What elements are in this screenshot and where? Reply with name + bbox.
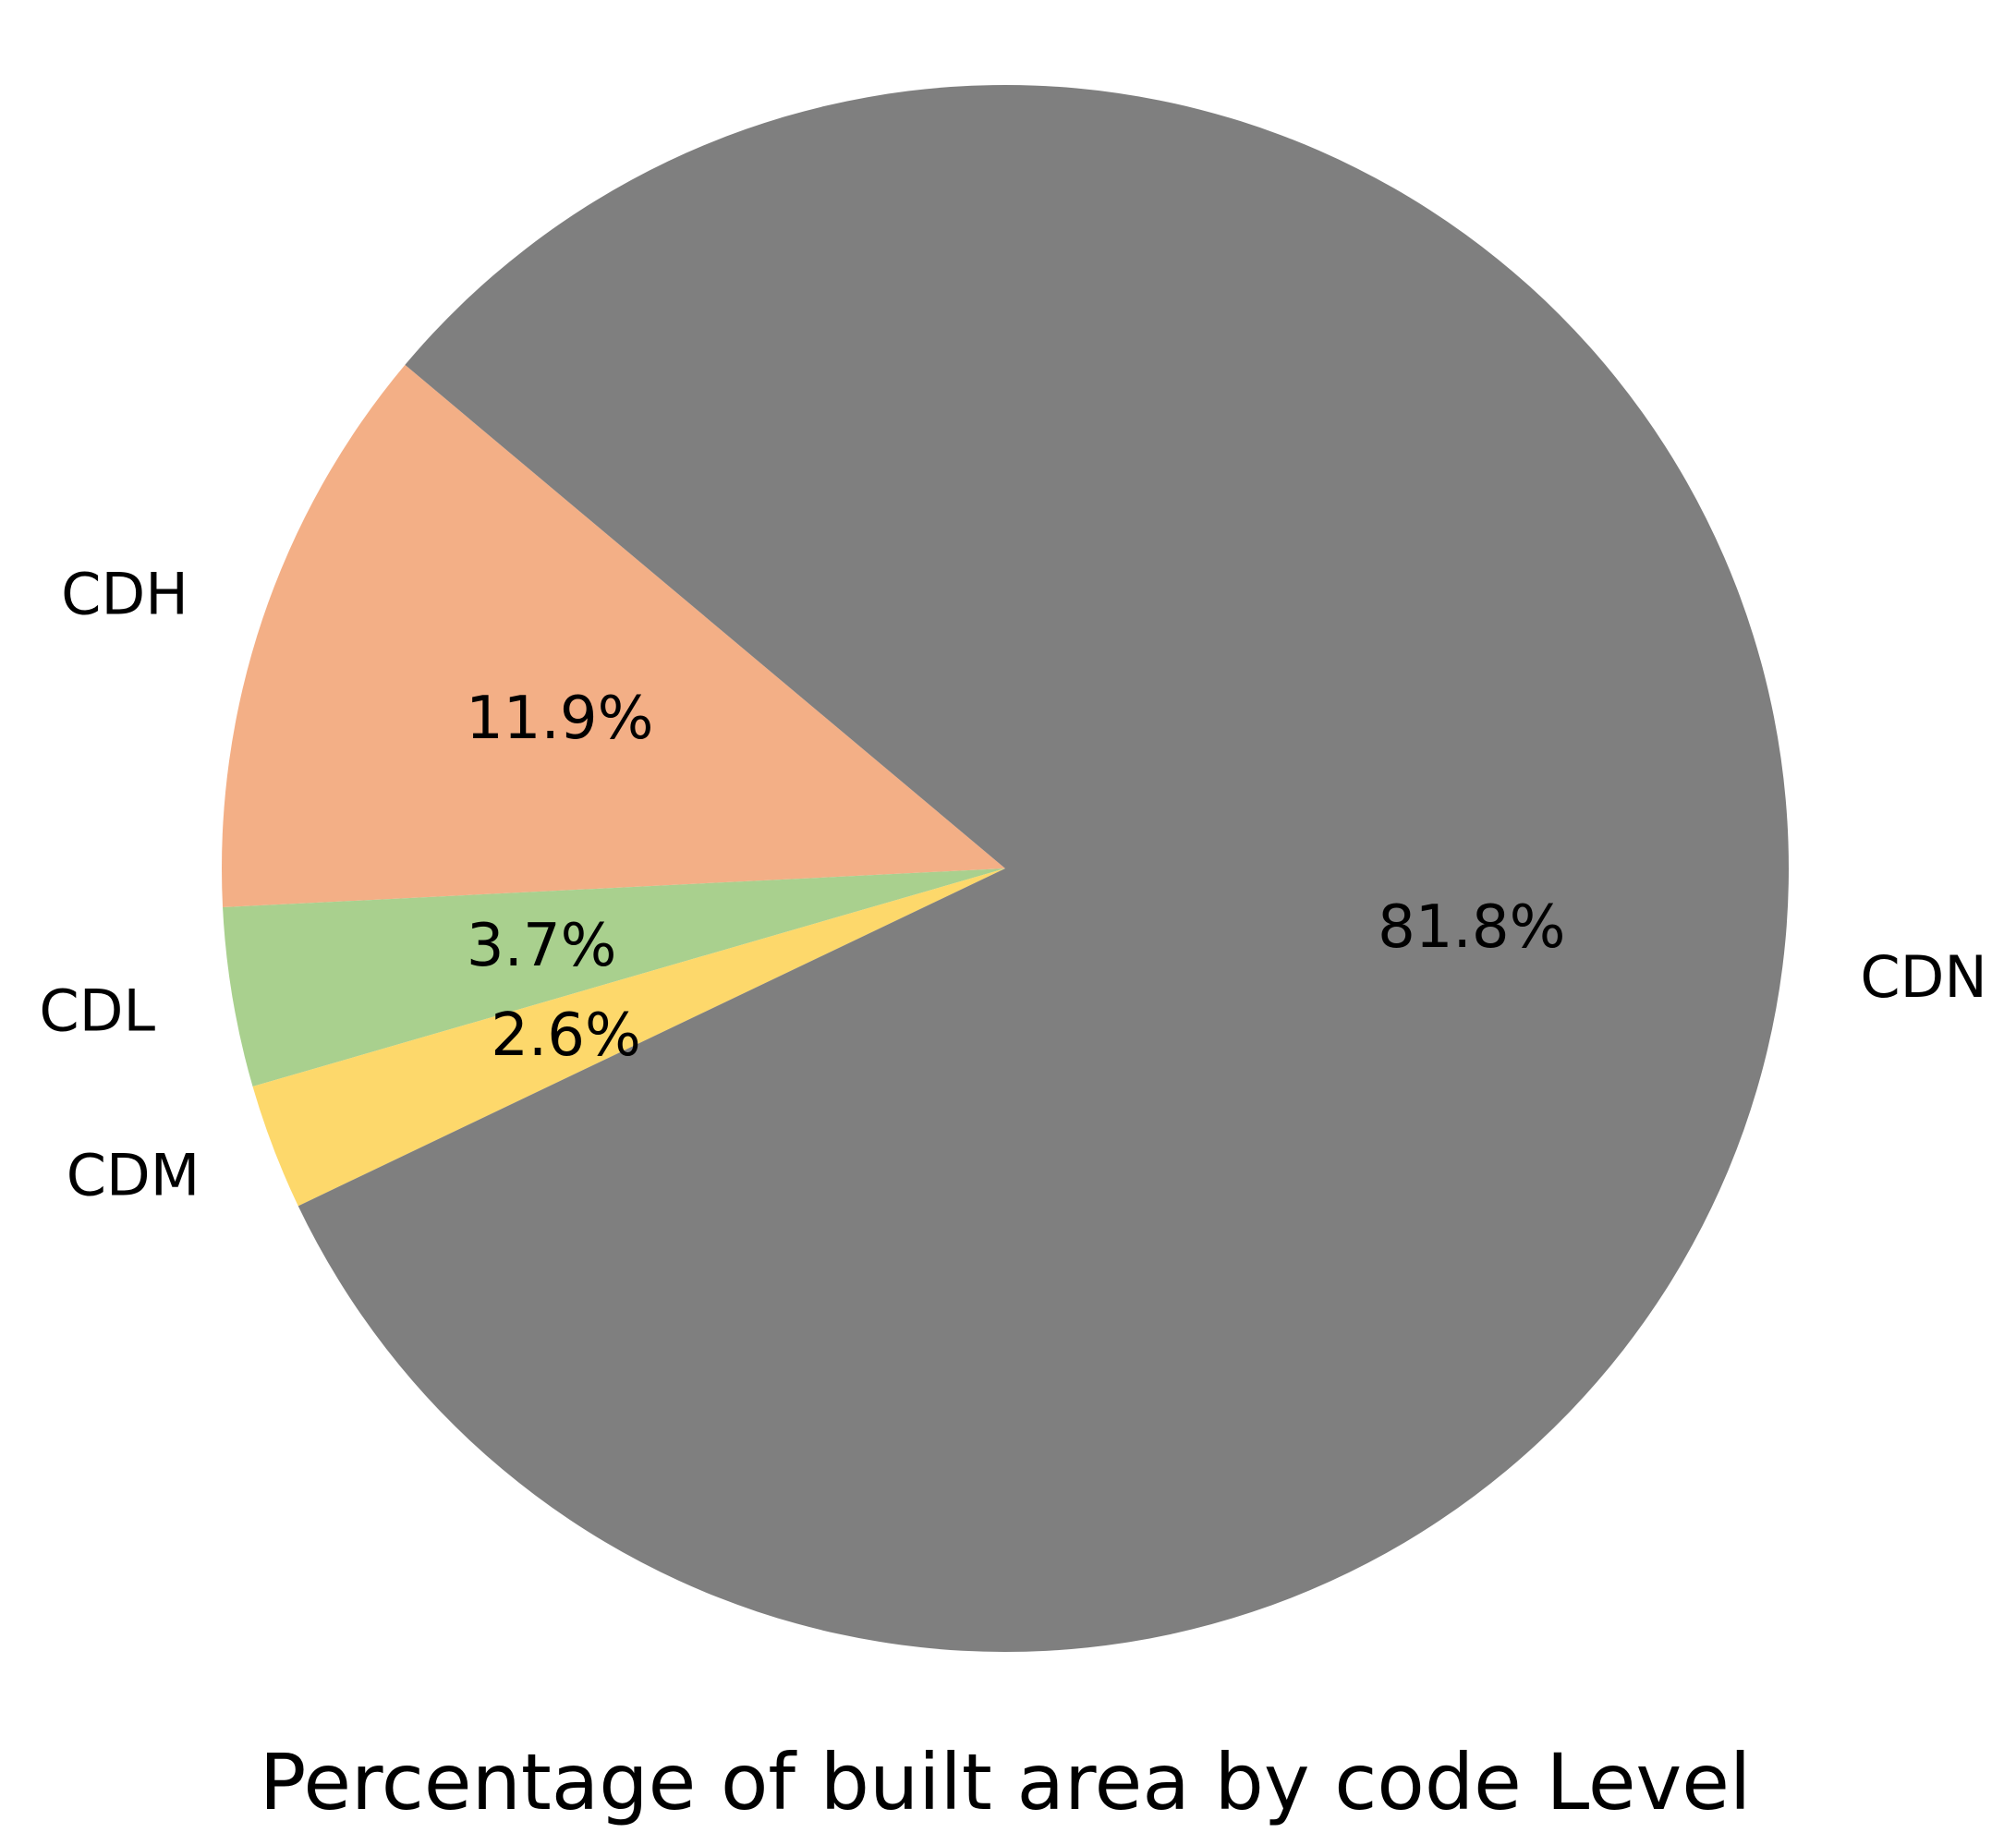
slice-label-cdl: CDL bbox=[39, 977, 155, 1044]
pct-label-cdl: 3.7% bbox=[467, 912, 617, 980]
pct-label-cdn: 81.8% bbox=[1378, 893, 1565, 962]
pie-slice-cdh bbox=[221, 364, 1005, 908]
pie-slices bbox=[221, 84, 1790, 1652]
pct-label-cdm: 2.6% bbox=[491, 1001, 641, 1070]
pie-slice-cdl bbox=[223, 868, 1006, 1087]
slice-label-cdn: CDN bbox=[1860, 943, 1986, 1011]
pct-label-cdh: 11.9% bbox=[466, 685, 653, 753]
slice-label-cdh: CDH bbox=[61, 560, 188, 627]
slice-label-cdm: CDM bbox=[67, 1141, 200, 1208]
pie-slice-cdn bbox=[298, 84, 1790, 1652]
pie-slice-cdm bbox=[252, 868, 1005, 1207]
slice-labels: CDH CDL CDM CDN bbox=[39, 560, 1986, 1208]
percentage-labels: 11.9% 3.7% 2.6% 81.8% bbox=[466, 685, 1565, 1070]
chart-title: Percentage of built area by code Level bbox=[260, 1737, 1752, 1827]
